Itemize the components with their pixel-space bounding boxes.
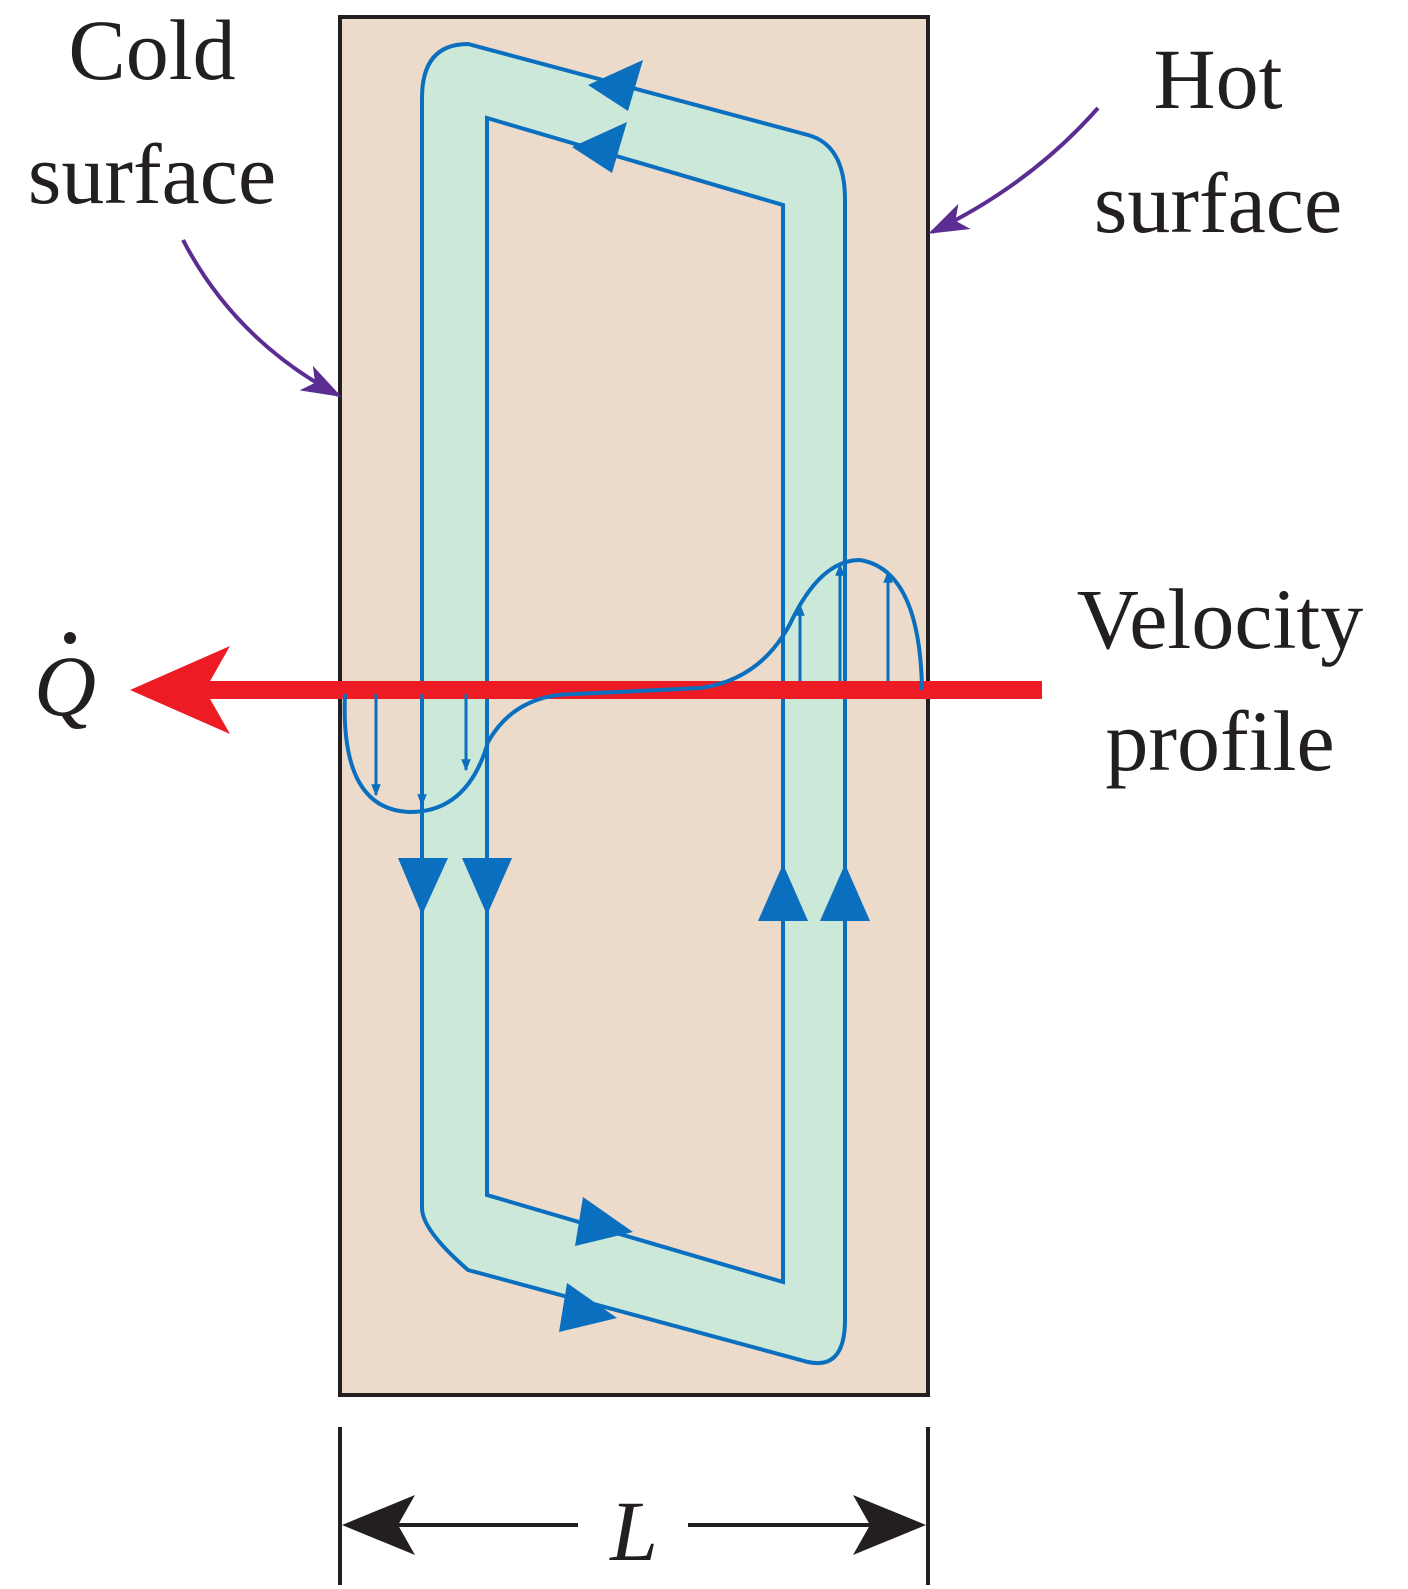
velocity-profile-label-line1: Velocity [1077,571,1364,667]
arrow-left-inner-icon [462,858,512,915]
velocity-vectors [371,563,893,807]
width-symbol: L [608,1483,658,1579]
heat-flow-arrow [130,646,1042,734]
velocity-profile-curve [342,557,924,815]
flow-arrows [398,60,870,1332]
arrow-right-outer-icon [820,864,870,921]
arrow-left-outer-icon [398,858,448,915]
hot-surface-label-line1: Hot [1154,31,1283,127]
width-dimension [338,1427,930,1585]
hot-surface-pointer [928,106,1100,234]
hot-surface-label-line2: surface [1094,155,1342,251]
cold-surface-pointer [181,239,342,397]
arrow-bottom-inner-icon [575,1197,633,1246]
arrow-top-inner-icon [572,122,627,173]
arrow-top-outer-icon [588,60,643,111]
circulation-loop [420,41,847,1366]
heat-rate-dot [64,632,76,644]
arrow-right-inner-icon [758,864,808,921]
velocity-profile-label-line2: profile [1105,693,1334,789]
cold-surface-label-line1: Cold [68,2,235,98]
heat-rate-symbol: Q [34,638,96,734]
arrow-bottom-outer-icon [559,1283,617,1332]
cold-surface-label-line2: surface [28,126,276,222]
